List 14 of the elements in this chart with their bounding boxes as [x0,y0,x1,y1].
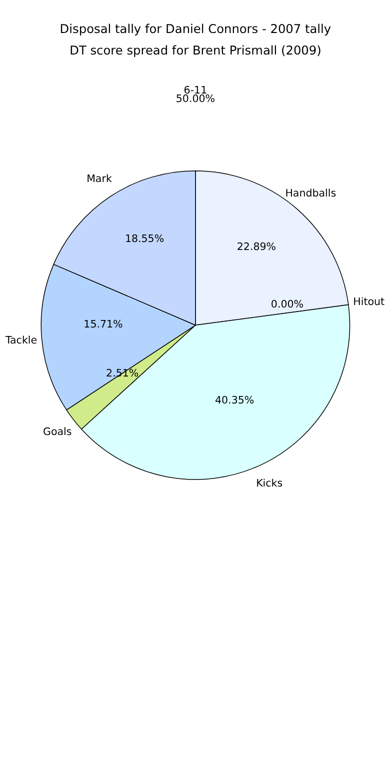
data-label: 22.89% [236,240,276,253]
slice-label: Handballs [285,187,336,200]
text: 0.00% [270,298,304,310]
chart-subtitle: DT score spread for Brent Prismall (2009) [70,43,322,58]
data-label: 40.35% [214,394,254,406]
text: 50.00% [176,93,216,106]
data-label: 15.71% [84,318,124,331]
data-label: 18.55% [124,233,164,246]
slice-label: Goals [42,426,72,438]
slice-label: Kicks [256,477,283,490]
slice-label: Tackle [4,334,38,346]
chart-title: Disposal tally for Daniel Connors - 2007 tally [60,22,332,36]
slice-label: Mark [86,172,112,185]
category-label: Hitout [353,296,385,308]
